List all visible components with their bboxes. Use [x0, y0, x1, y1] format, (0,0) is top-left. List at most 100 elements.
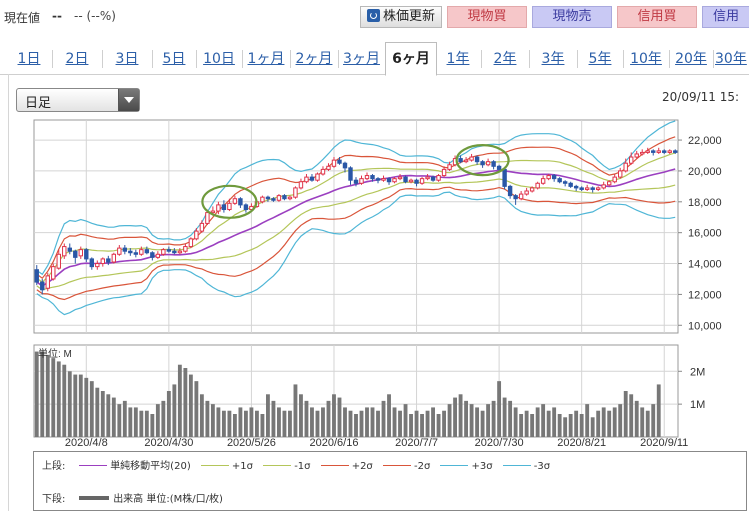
volume-bar [596, 410, 601, 437]
margin-sell-button[interactable]: 信用 [702, 6, 749, 28]
candle-up [194, 228, 199, 241]
candle-up [62, 243, 67, 259]
candle-up [524, 187, 529, 196]
minus1sigma-line [36, 178, 676, 291]
minus3sigma-line [36, 191, 676, 316]
candle-down [573, 184, 579, 191]
tab-3d[interactable]: 3日 [115, 51, 139, 67]
candle-body [485, 161, 491, 166]
tab-2y[interactable]: 2年 [493, 51, 517, 67]
candle-down [89, 257, 95, 270]
cash-buy-button[interactable]: 現物買 [447, 6, 527, 28]
volume-bar [629, 394, 634, 437]
candle-up [78, 246, 83, 259]
candle-down [84, 248, 89, 262]
candle-body [293, 187, 298, 198]
candle-body [513, 195, 518, 200]
candle-body [67, 247, 72, 252]
volume-bar [161, 400, 166, 437]
volume-bar [480, 410, 485, 437]
tab-10d[interactable]: 10日 [203, 51, 235, 67]
candle-body [640, 151, 645, 155]
chart-legend: 上段: 単純移動平均(20) +1σ -1σ +2σ -2σ +3σ -3σ 下… [33, 451, 747, 511]
candle-body [551, 175, 557, 180]
refresh-icon [366, 9, 380, 22]
candle-body [656, 150, 661, 153]
tab-30y[interactable]: 30年 [715, 51, 747, 67]
candle-body [161, 249, 166, 255]
x-tick-label: 2020/5/26 [227, 437, 276, 449]
tab-2d[interactable]: 2日 [65, 51, 89, 67]
candle-body [370, 175, 375, 180]
tab-2m[interactable]: 2ヶ月 [295, 51, 333, 67]
candle-up [293, 186, 298, 199]
candle-up [45, 272, 50, 292]
candle-body [342, 162, 348, 169]
candle-body [221, 204, 227, 211]
candle-body [364, 175, 370, 180]
tab-1y[interactable]: 1年 [446, 51, 470, 67]
volume-bar [552, 407, 557, 437]
candle-body [128, 250, 133, 254]
tab-3m[interactable]: 3ヶ月 [343, 51, 380, 67]
refresh-price-button[interactable]: 株価更新 [360, 6, 442, 28]
last-update-datetime: 20/09/11 15: [662, 90, 740, 104]
candle-up [326, 163, 331, 171]
volume-bar [563, 417, 568, 437]
candle-body [287, 196, 293, 200]
tab-5y[interactable]: 5年 [588, 51, 612, 67]
candle-up [529, 186, 535, 193]
candle-body [557, 178, 562, 183]
candle-body [111, 253, 117, 263]
price-tick-label: 22,000 [688, 135, 722, 147]
volume-bar [166, 391, 171, 437]
x-tick-label: 2020/7/7 [395, 437, 438, 449]
candle-down [221, 200, 227, 213]
tab-6m[interactable]: 6ヶ月 [385, 42, 437, 76]
volume-bar [183, 368, 188, 437]
x-tick-label: 2020/9/11 [640, 437, 688, 449]
tab-3y[interactable]: 3年 [541, 51, 565, 67]
candle-body [507, 185, 513, 197]
volume-bar [288, 410, 292, 437]
candle-body [667, 150, 672, 153]
volume-bar [100, 391, 105, 437]
candle-down [590, 186, 595, 193]
tab-5d[interactable]: 5日 [162, 51, 186, 67]
period-select[interactable]: 日足 [16, 88, 140, 112]
candle-body [540, 178, 546, 184]
candle-down [562, 180, 568, 187]
tab-10y[interactable]: 10年 [630, 51, 662, 67]
candle-body [122, 247, 128, 252]
candle-body [397, 176, 403, 180]
candle-body [51, 266, 56, 280]
price-tick-label: 20,000 [688, 166, 722, 178]
volume-bar [111, 397, 116, 437]
candle-body [320, 168, 326, 175]
candle-up [436, 174, 441, 182]
tab-1m[interactable]: 1ヶ月 [247, 51, 285, 67]
candle-body [524, 190, 529, 195]
candle-down [502, 167, 507, 190]
volume-bar [128, 407, 133, 437]
candle-body [474, 156, 480, 163]
candle-body [617, 170, 623, 178]
candle-up [518, 191, 524, 201]
candle-up [56, 249, 61, 270]
candle-body [260, 196, 265, 203]
volume-bar [34, 351, 39, 437]
candle-down [662, 149, 667, 154]
tab-1d[interactable]: 1日 [17, 51, 41, 67]
cash-sell-button[interactable]: 現物売 [532, 6, 612, 28]
candle-up [595, 186, 601, 191]
candle-body [430, 176, 436, 181]
volume-bar [254, 410, 259, 437]
volume-bar [78, 374, 83, 437]
margin-buy-button[interactable]: 信用買 [617, 6, 697, 28]
candle-body [89, 258, 95, 268]
tab-20y[interactable]: 20年 [675, 51, 707, 67]
candle-body [359, 178, 364, 184]
candle-body [447, 164, 452, 170]
volume-bar [590, 417, 595, 437]
